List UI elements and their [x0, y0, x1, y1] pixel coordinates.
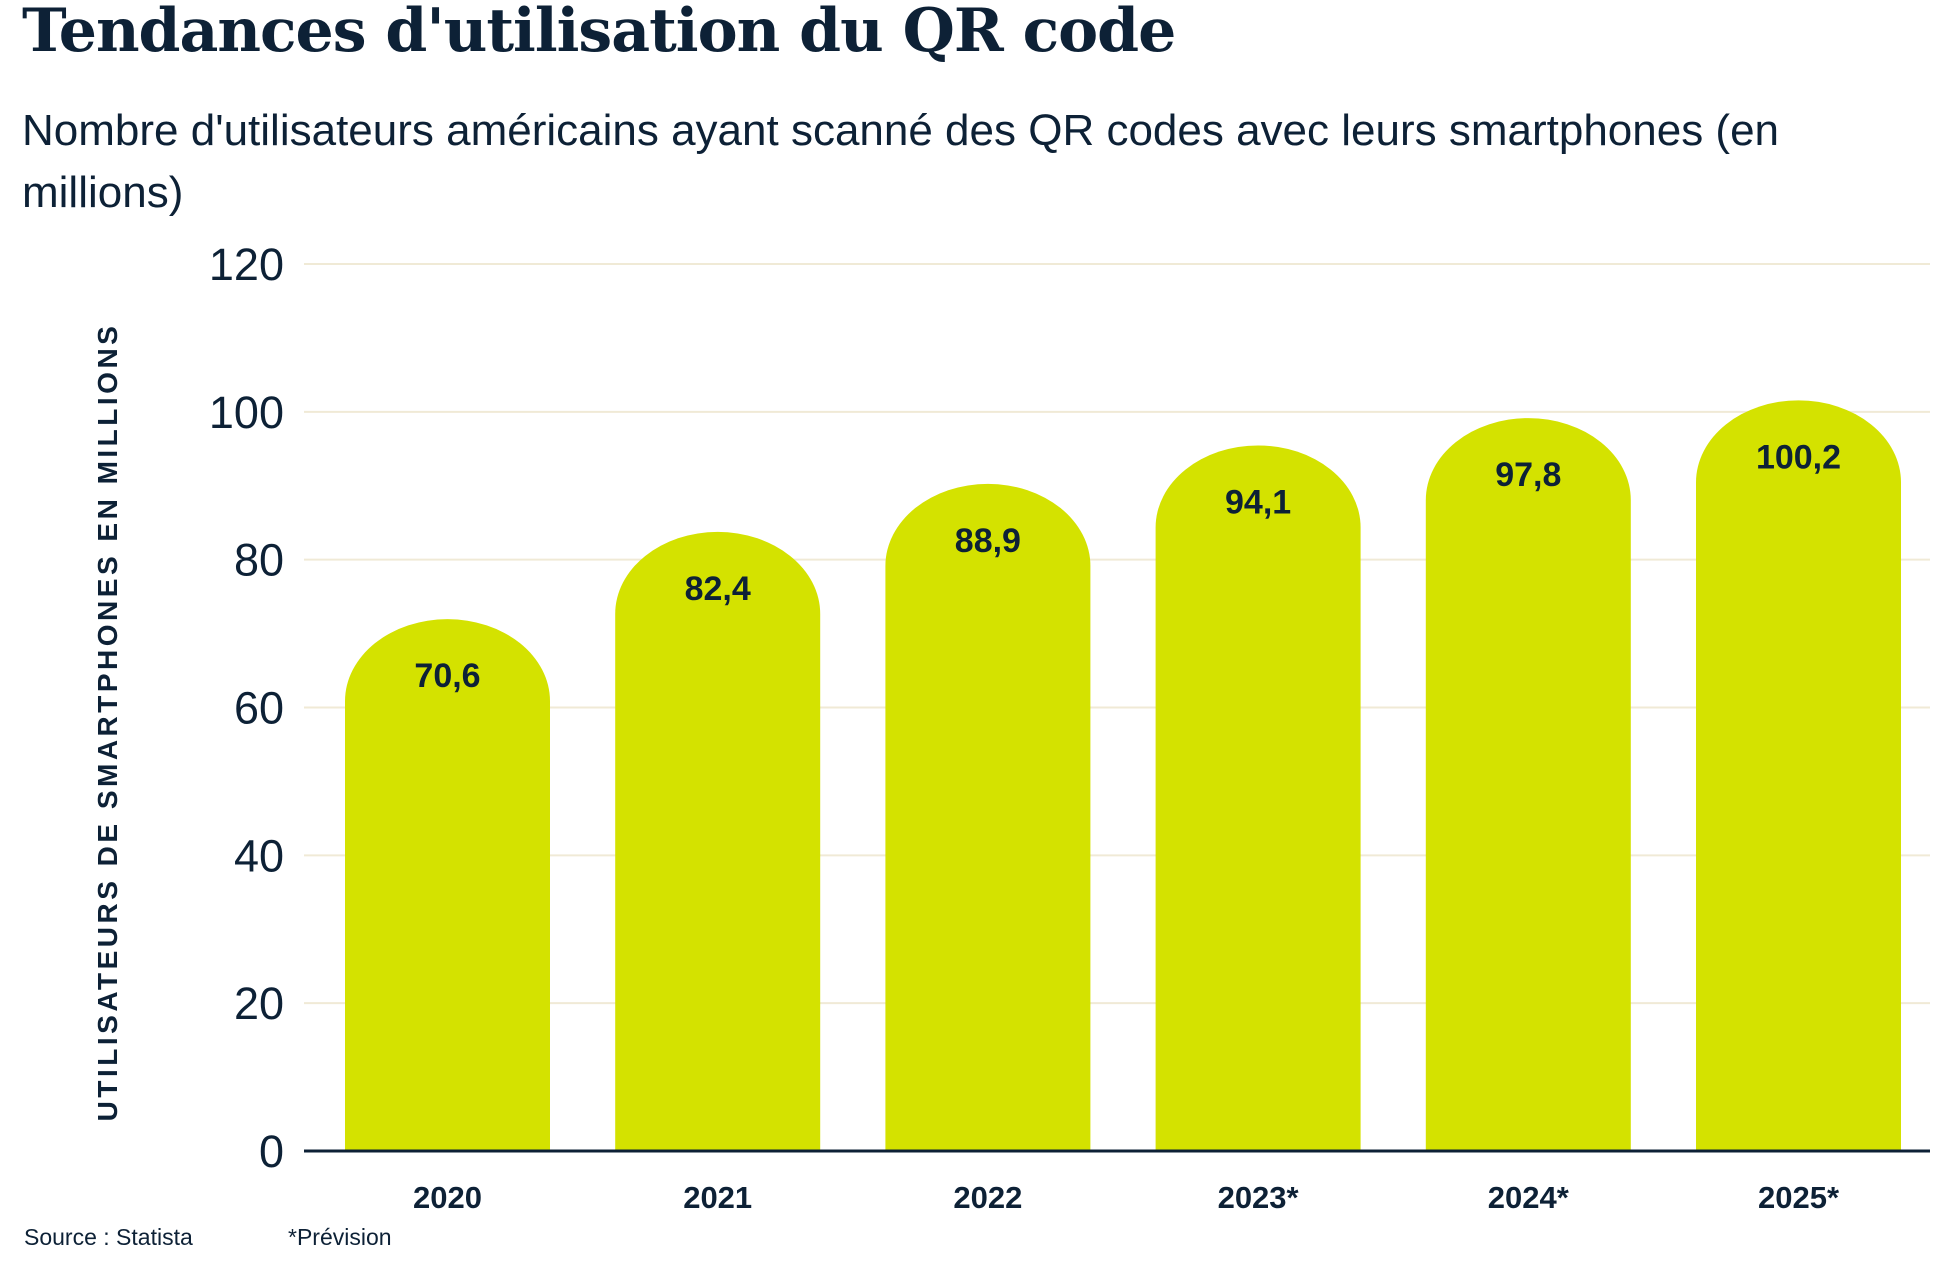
y-tick-label: 120 — [209, 239, 284, 290]
chart-subtitle: Nombre d'utilisateurs américains ayant s… — [22, 106, 1780, 217]
x-tick-label: 2024* — [1488, 1180, 1570, 1215]
y-tick-labels: 0 20 40 60 80 100 120 — [209, 239, 284, 1177]
y-tick-label: 40 — [234, 830, 284, 881]
x-tick-label: 2021 — [683, 1180, 752, 1215]
data-label: 94,1 — [1225, 483, 1291, 521]
source-note: Source : Statista — [24, 1224, 193, 1250]
x-tick-label: 2020 — [413, 1180, 482, 1215]
bar — [885, 483, 1091, 1151]
bar — [1155, 445, 1361, 1151]
forecast-note: *Prévision — [288, 1224, 392, 1250]
bar — [345, 619, 550, 1151]
x-tick-label: 2022 — [953, 1180, 1022, 1215]
data-label: 70,6 — [414, 657, 480, 695]
data-label: 82,4 — [685, 570, 751, 608]
bars: 70,6 82,4 88,9 94,1 97,8 100,2 — [345, 400, 1901, 1152]
data-label: 97,8 — [1495, 456, 1561, 494]
y-axis-label: UTILISATEURS DE SMARTPHONES EN MILLIONS — [92, 323, 123, 1122]
y-tick-label: 80 — [234, 535, 284, 586]
bar — [1425, 418, 1631, 1151]
chart-title: Tendances d'utilisation du QR code — [22, 0, 1176, 66]
data-label: 88,9 — [955, 522, 1021, 560]
x-tick-label: 2025* — [1758, 1180, 1840, 1215]
y-tick-label: 20 — [234, 978, 284, 1029]
bar — [1696, 400, 1901, 1152]
y-tick-label: 0 — [259, 1126, 284, 1177]
data-label: 100,2 — [1756, 438, 1841, 476]
gridlines — [304, 263, 1930, 1005]
y-tick-label: 100 — [209, 387, 284, 438]
x-tick-labels: 2020 2021 2022 2023* 2024* 2025* — [413, 1180, 1840, 1215]
bar — [615, 531, 821, 1151]
y-tick-label: 60 — [234, 683, 284, 734]
x-tick-label: 2023* — [1218, 1180, 1300, 1215]
